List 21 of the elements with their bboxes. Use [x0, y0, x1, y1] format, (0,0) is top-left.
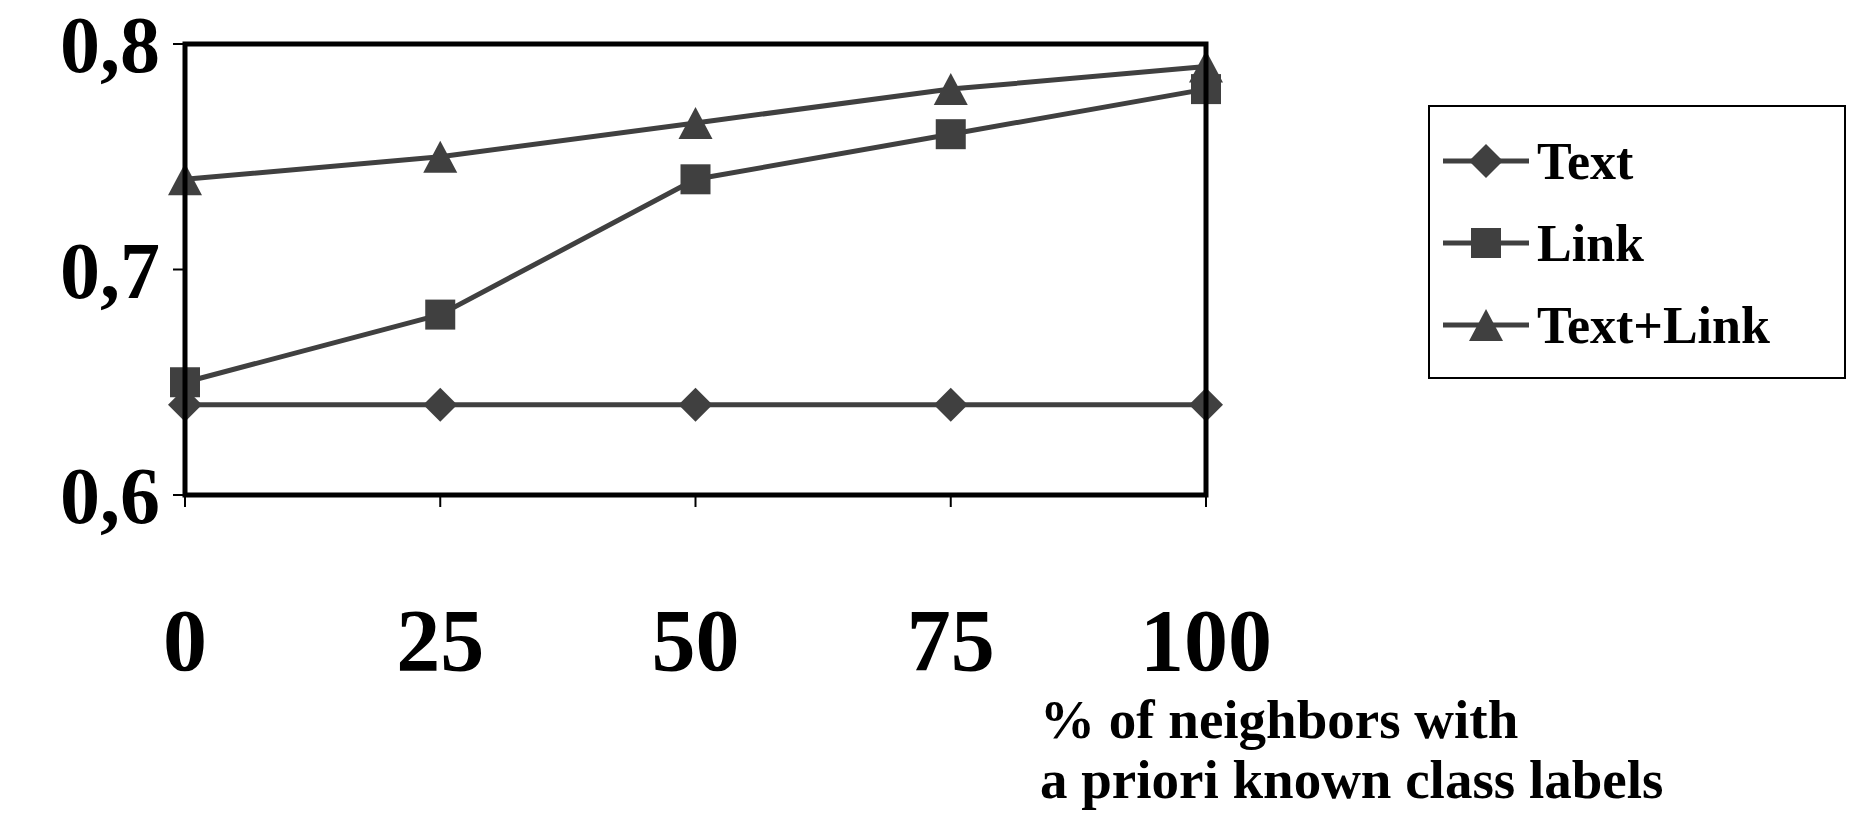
point: [933, 387, 968, 422]
y-tick-label: 0,8: [60, 1, 160, 89]
point: [680, 164, 711, 195]
y-tick-label: 0,7: [60, 226, 160, 315]
x-axis-title: % of neighbors with a priori known class labels: [1040, 689, 1664, 810]
point: [423, 387, 458, 422]
point: [678, 387, 713, 422]
point: [423, 140, 458, 173]
point: [678, 106, 713, 139]
point: [935, 119, 966, 150]
y-tick-label: 0,6: [60, 452, 160, 540]
legend-label: Link: [1537, 215, 1645, 273]
x-tick-label: 25: [396, 592, 485, 689]
x-tick-label: 50: [651, 592, 740, 689]
legend-label: Text+Link: [1537, 297, 1770, 355]
point: [425, 299, 456, 330]
legend-label: Text: [1537, 133, 1634, 191]
x-tick-label: 75: [906, 592, 995, 689]
x-tick-label: 100: [1140, 592, 1272, 689]
point: [933, 73, 968, 106]
x-tick-label: 0: [163, 592, 207, 689]
